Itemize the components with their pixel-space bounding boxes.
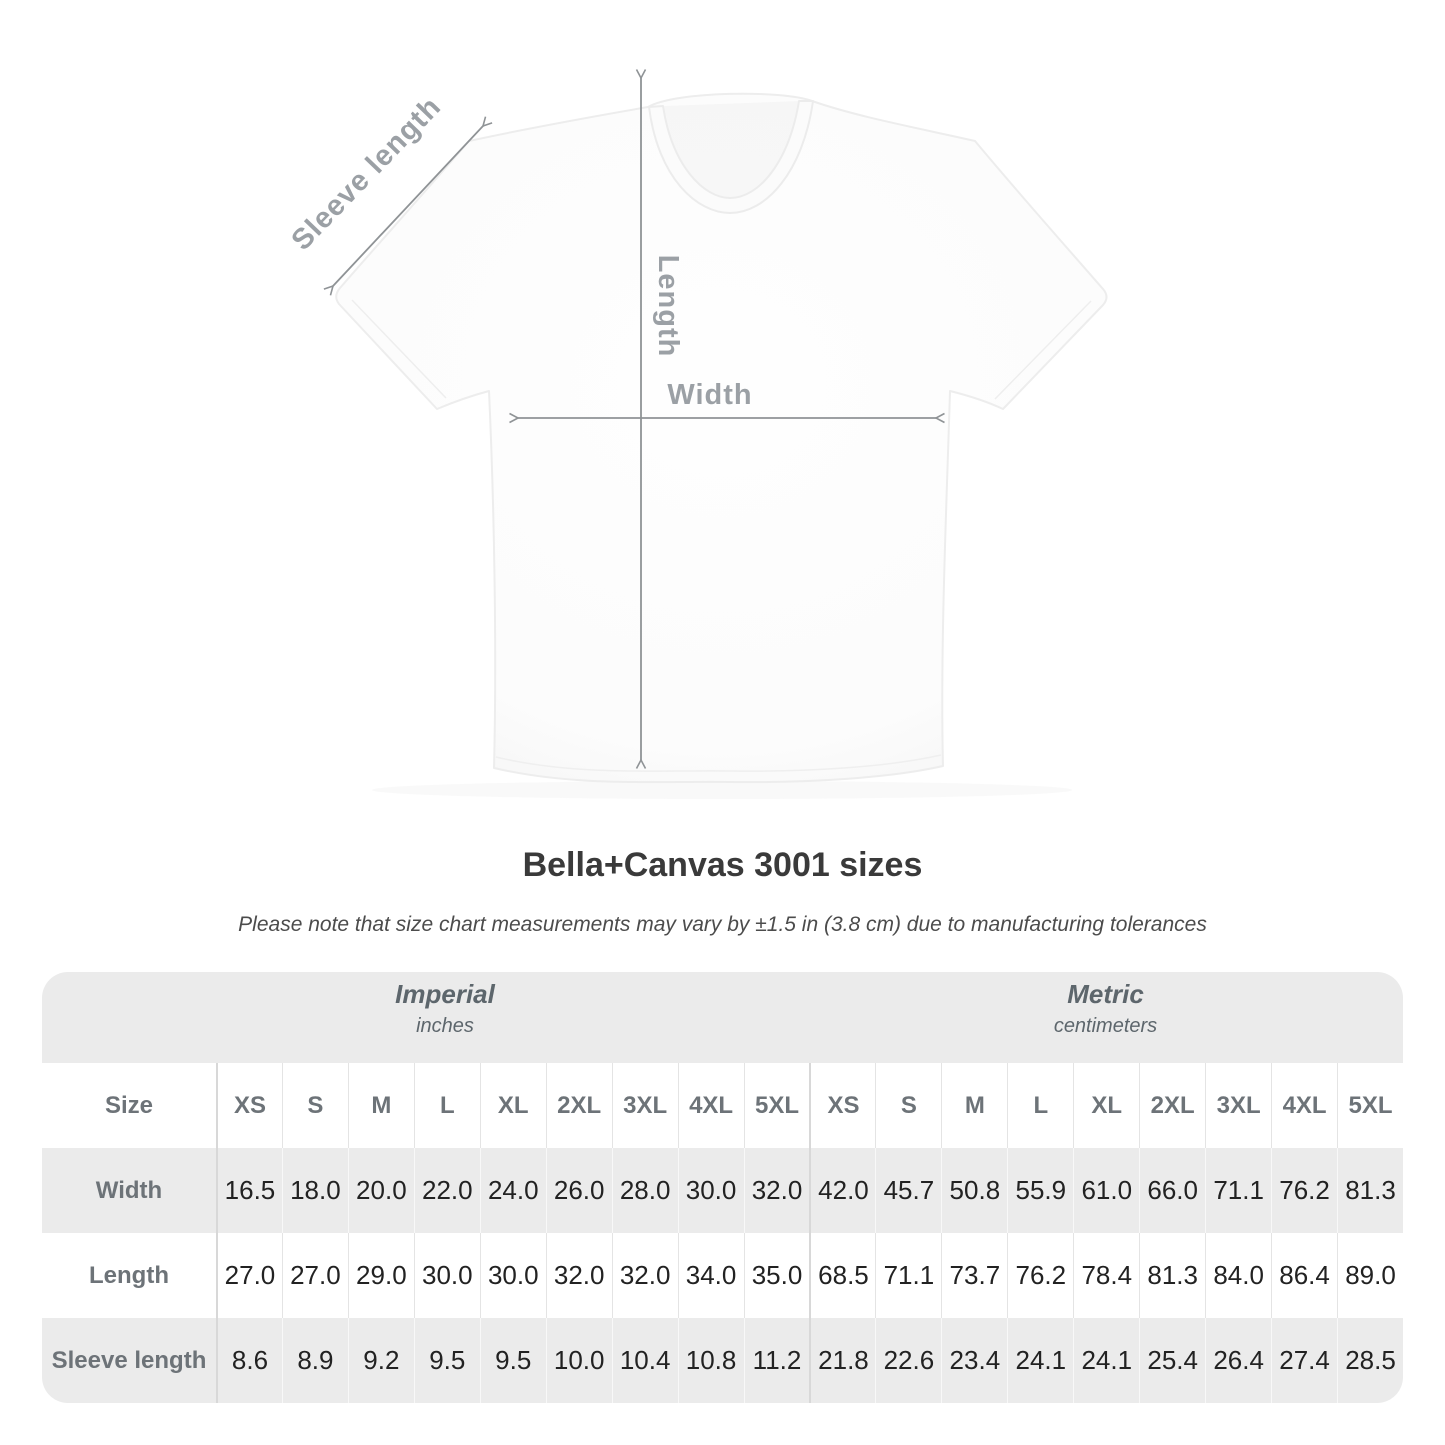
value-cell: 10.4: [611, 1318, 678, 1403]
value-cell: 10.0: [545, 1318, 612, 1403]
value-cell: 11.2: [743, 1318, 810, 1403]
value-cell: 71.1: [1205, 1148, 1271, 1233]
size-header-cell: 4XL: [677, 1063, 744, 1148]
value-cell: 28.5: [1337, 1318, 1403, 1403]
tshirt-measurement-diagram: Length Width Sleeve length: [285, 0, 1108, 799]
size-header-cell: 5XL: [743, 1063, 810, 1148]
value-cell: 22.6: [875, 1318, 941, 1403]
value-cell: 27.4: [1271, 1318, 1337, 1403]
value-cell: 35.0: [743, 1233, 810, 1318]
value-cell: 32.0: [743, 1148, 810, 1233]
value-cell: 26.0: [545, 1148, 612, 1233]
value-cell: 18.0: [281, 1148, 348, 1233]
value-cell: 50.8: [941, 1148, 1007, 1233]
row-label: Width: [95, 1176, 163, 1204]
imperial-subtitle: inches: [416, 1015, 474, 1037]
value-cell: 30.0: [677, 1148, 744, 1233]
row-label: Sleeve length: [51, 1346, 207, 1374]
value-cell: 42.0: [809, 1148, 875, 1233]
size-header-cell: XS: [809, 1063, 875, 1148]
value-cell: 61.0: [1073, 1148, 1139, 1233]
value-cell: 21.8: [809, 1318, 875, 1403]
value-cell: 10.8: [677, 1318, 744, 1403]
size-header-cell: XL: [1073, 1063, 1139, 1148]
table-row: Width 16.5 18.0 20.0 22.0 24.0 26.0 28.0 30.0 32.…: [42, 1148, 1403, 1233]
value-cell: 30.0: [479, 1233, 546, 1318]
value-cell: 45.7: [875, 1148, 941, 1233]
value-cell: 27.0: [281, 1233, 348, 1318]
width-label: Width: [667, 379, 752, 411]
value-cell: 8.9: [281, 1318, 348, 1403]
value-cell: 24.1: [1073, 1318, 1139, 1403]
size-header-cell: XL: [479, 1063, 546, 1148]
table-body: Width 16.5 18.0 20.0 22.0 24.0 26.0 28.0 30.0 32.…: [42, 1148, 1403, 1403]
size-header-cell: 2XL: [545, 1063, 612, 1148]
value-cell: 20.0: [347, 1148, 414, 1233]
table-row: Sleeve length 8.6 8.9 9.2 9.5 9.5 10.0 10.4 10.8…: [42, 1318, 1403, 1403]
value-cell: 34.0: [677, 1233, 744, 1318]
size-header-cell: 2XL: [1139, 1063, 1205, 1148]
value-cell: 22.0: [413, 1148, 480, 1233]
table-unit-band: Imperial inches Metric centimeters: [42, 972, 1403, 1063]
value-cell: 8.6: [216, 1318, 282, 1403]
size-header-cell: L: [413, 1063, 480, 1148]
size-header-cell: M: [941, 1063, 1007, 1148]
value-cell: 23.4: [941, 1318, 1007, 1403]
size-header-row: Size XS S M L XL 2XL 3XL 4XL 5XL XS S M L XL 2XL 3XL 4XL…: [42, 1063, 1403, 1148]
size-header-cell: 3XL: [1205, 1063, 1271, 1148]
tshirt-diagram-svg: Length Width Sleeve length: [285, 0, 1108, 799]
value-cell: 26.4: [1205, 1318, 1271, 1403]
size-corner-label: Size: [104, 1091, 154, 1119]
size-header-cell: 5XL: [1337, 1063, 1403, 1148]
value-cell: 9.5: [413, 1318, 480, 1403]
metric-subtitle: centimeters: [1053, 1015, 1158, 1037]
value-cell: 30.0: [413, 1233, 480, 1318]
tolerance-note: Please note that size chart measurements…: [238, 913, 1207, 936]
value-cell: 24.1: [1007, 1318, 1073, 1403]
length-label: Length: [652, 255, 684, 358]
value-cell: 9.2: [347, 1318, 414, 1403]
value-cell: 32.0: [611, 1233, 678, 1318]
value-cell: 81.3: [1337, 1148, 1403, 1233]
value-cell: 68.5: [809, 1233, 875, 1318]
value-cell: 89.0: [1337, 1233, 1403, 1318]
table-row: Length 27.0 27.0 29.0 30.0 30.0 32.0 32.0 34.0 35…: [42, 1233, 1403, 1318]
value-cell: 25.4: [1139, 1318, 1205, 1403]
size-header-cell: XS: [216, 1063, 282, 1148]
value-cell: 16.5: [216, 1148, 282, 1233]
value-cell: 76.2: [1007, 1233, 1073, 1318]
imperial-header: Imperial inches: [42, 972, 808, 1063]
imperial-title: Imperial: [395, 979, 495, 1009]
value-cell: 27.0: [216, 1233, 282, 1318]
size-header-cell: M: [347, 1063, 414, 1148]
value-cell: 78.4: [1073, 1233, 1139, 1318]
size-header-cell: L: [1007, 1063, 1073, 1148]
row-label: Length: [89, 1261, 169, 1289]
value-cell: 71.1: [875, 1233, 941, 1318]
page-title: Bella+Canvas 3001 sizes: [522, 846, 923, 884]
metric-header: Metric centimeters: [808, 972, 1403, 1063]
value-cell: 86.4: [1271, 1233, 1337, 1318]
value-cell: 66.0: [1139, 1148, 1205, 1233]
size-header-cell: 3XL: [611, 1063, 678, 1148]
value-cell: 73.7: [941, 1233, 1007, 1318]
value-cell: 9.5: [479, 1318, 546, 1403]
value-cell: 81.3: [1139, 1233, 1205, 1318]
size-header-cell: 4XL: [1271, 1063, 1337, 1148]
value-cell: 24.0: [479, 1148, 546, 1233]
tshirt-illustration: [335, 92, 1108, 799]
value-cell: 55.9: [1007, 1148, 1073, 1233]
value-cell: 84.0: [1205, 1233, 1271, 1318]
size-header-cell: S: [281, 1063, 348, 1148]
value-cell: 29.0: [347, 1233, 414, 1318]
size-header-cell: S: [875, 1063, 941, 1148]
value-cell: 76.2: [1271, 1148, 1337, 1233]
sleeve-length-arrow: [333, 126, 483, 286]
value-cell: 28.0: [611, 1148, 678, 1233]
value-cell: 32.0: [545, 1233, 612, 1318]
metric-title: Metric: [1067, 979, 1144, 1009]
size-table: Imperial inches Metric centimeters Size …: [42, 972, 1403, 1403]
